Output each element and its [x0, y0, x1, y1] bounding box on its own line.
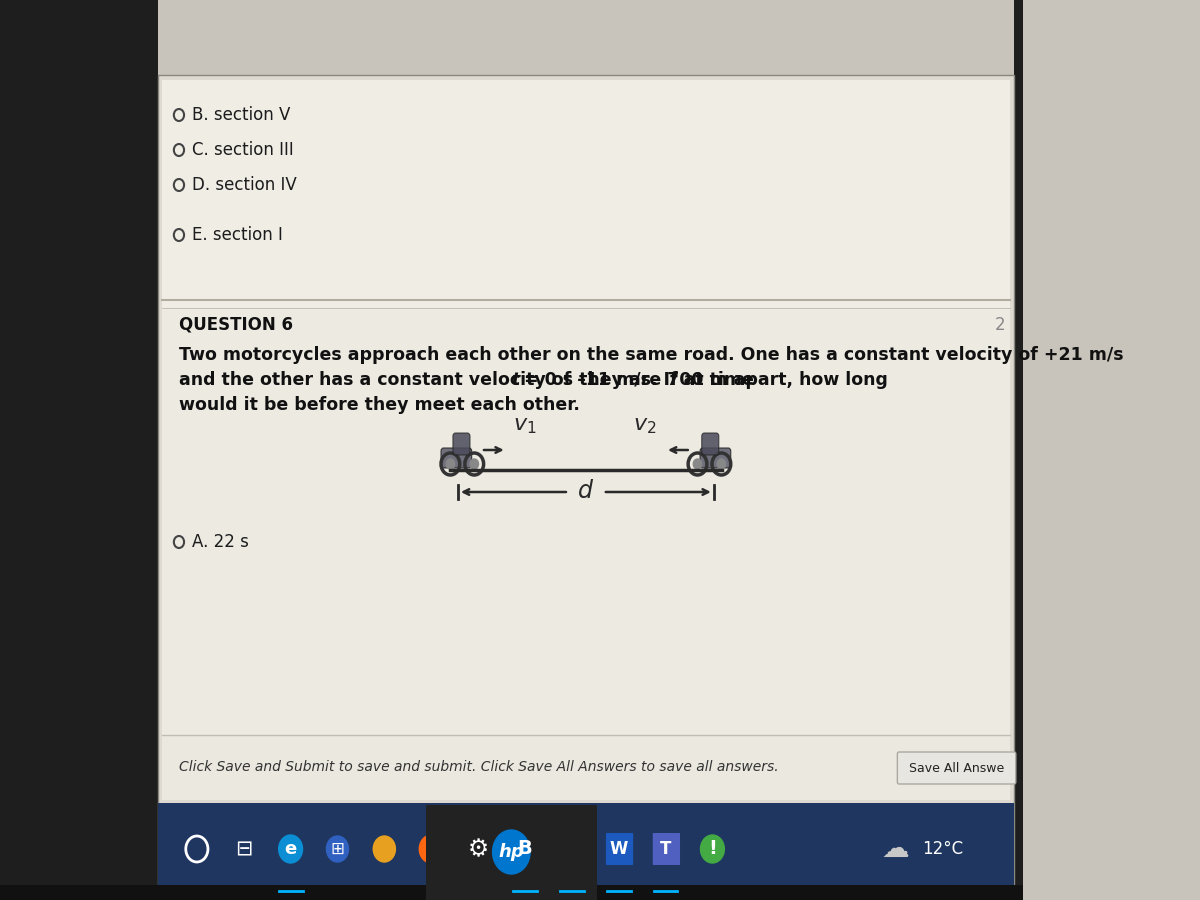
- FancyBboxPatch shape: [0, 0, 157, 900]
- Circle shape: [373, 836, 396, 862]
- Text: hp: hp: [498, 843, 524, 861]
- FancyBboxPatch shape: [162, 80, 1010, 800]
- Text: !: !: [708, 840, 716, 859]
- Text: Save All Answe: Save All Answe: [910, 761, 1004, 775]
- Circle shape: [718, 459, 726, 469]
- Circle shape: [446, 459, 455, 469]
- Text: e: e: [284, 840, 296, 858]
- Text: ☁: ☁: [882, 835, 910, 863]
- FancyBboxPatch shape: [1014, 0, 1022, 900]
- Text: ⊞: ⊞: [330, 840, 344, 858]
- Text: 12°C: 12°C: [922, 840, 964, 858]
- Circle shape: [326, 836, 348, 862]
- Text: $\mathit{v}_2$: $\mathit{v}_2$: [632, 416, 656, 436]
- Text: A. 22 s: A. 22 s: [192, 533, 248, 551]
- FancyBboxPatch shape: [442, 448, 472, 468]
- Circle shape: [492, 830, 530, 874]
- Text: B: B: [517, 840, 533, 859]
- FancyBboxPatch shape: [162, 735, 1010, 800]
- FancyBboxPatch shape: [157, 803, 1014, 895]
- Text: W: W: [610, 840, 628, 858]
- FancyBboxPatch shape: [157, 75, 1014, 895]
- Text: 2: 2: [995, 316, 1006, 334]
- Text: D. section IV: D. section IV: [192, 176, 296, 194]
- Circle shape: [560, 835, 583, 863]
- Circle shape: [701, 835, 725, 863]
- FancyBboxPatch shape: [426, 805, 596, 900]
- FancyBboxPatch shape: [511, 832, 539, 866]
- FancyBboxPatch shape: [162, 80, 1010, 310]
- FancyBboxPatch shape: [0, 885, 1022, 900]
- Circle shape: [278, 835, 302, 863]
- FancyBboxPatch shape: [653, 833, 680, 865]
- Circle shape: [419, 835, 443, 863]
- Text: $\mathit{d}$: $\mathit{d}$: [577, 479, 594, 503]
- Text: ⚙: ⚙: [468, 837, 488, 861]
- Text: and the other has a constant velocity of –11 m/s. If at time: and the other has a constant velocity of…: [179, 371, 760, 389]
- Text: Click Save and Submit to save and submit. Click Save All Answers to save all ans: Click Save and Submit to save and submit…: [179, 760, 779, 774]
- Text: Two motorcycles approach each other on the same road. One has a constant velocit: Two motorcycles approach each other on t…: [179, 346, 1123, 364]
- Text: E. section I: E. section I: [192, 226, 283, 244]
- Text: $\mathit{v}_1$: $\mathit{v}_1$: [514, 416, 536, 436]
- Text: B. section V: B. section V: [192, 106, 290, 124]
- Text: T: T: [660, 840, 671, 858]
- Text: QUESTION 6: QUESTION 6: [179, 316, 293, 334]
- Text: would it be before they meet each other.: would it be before they meet each other.: [179, 396, 580, 414]
- FancyBboxPatch shape: [700, 448, 731, 468]
- Circle shape: [470, 459, 479, 469]
- Text: = 0 s they are 700 m apart, how long: = 0 s they are 700 m apart, how long: [517, 371, 888, 389]
- Circle shape: [694, 459, 702, 469]
- FancyBboxPatch shape: [898, 752, 1016, 784]
- FancyBboxPatch shape: [702, 433, 719, 455]
- FancyBboxPatch shape: [452, 433, 470, 455]
- Text: ⊟: ⊟: [235, 839, 252, 859]
- FancyBboxPatch shape: [606, 833, 634, 865]
- Text: t: t: [511, 371, 520, 389]
- Text: C. section III: C. section III: [192, 141, 294, 159]
